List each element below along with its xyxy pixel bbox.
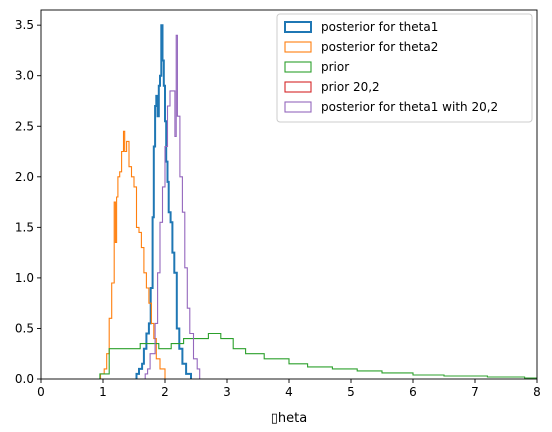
series-line-1: [99, 130, 166, 379]
y-tick-label: 1.0: [15, 271, 34, 285]
y-tick-label: 2.5: [15, 119, 34, 133]
legend-label-1: posterior for theta2: [321, 40, 438, 54]
legend-swatch-4: [284, 101, 312, 113]
x-tick-label: 3: [223, 385, 231, 399]
y-tick-label: 1.5: [15, 220, 34, 234]
series-line-0: [135, 24, 192, 379]
y-tick-label: 2.0: [15, 170, 34, 184]
y-tick-label: 0.5: [15, 321, 34, 335]
axes: 0 1 2 3 4 5 6 7 8 0.0 0.5 1.0 1.5 2.0 2.5 3.0 3.5: [15, 9, 541, 399]
legend-label-4: posterior for theta1 with 20,2: [321, 100, 498, 114]
series-line-4: [144, 34, 201, 379]
x-tick-label: 7: [471, 385, 479, 399]
x-tick-label: 5: [347, 385, 355, 399]
y-tick-label: 3.0: [15, 69, 34, 83]
legend-swatch-2: [284, 61, 312, 73]
x-tick-label: 2: [161, 385, 169, 399]
legend: posterior for theta1 posterior for theta2…: [276, 13, 533, 123]
x-tick-label: 6: [409, 385, 417, 399]
legend-swatch-1: [284, 41, 312, 53]
x-tick-label: 0: [37, 385, 45, 399]
x-tick-label: 8: [533, 385, 541, 399]
plot-area: [99, 24, 537, 379]
legend-swatch-0: [284, 21, 312, 33]
x-tick-label: 1: [99, 385, 107, 399]
series-line-2: [99, 332, 537, 379]
legend-label-2: prior: [321, 60, 349, 74]
legend-swatch-3: [284, 81, 312, 93]
y-tick-label: 0.0: [15, 372, 34, 386]
x-tick-label: 4: [285, 385, 293, 399]
legend-label-0: posterior for theta1: [321, 20, 438, 34]
legend-label-3: prior 20,2: [321, 80, 380, 94]
y-tick-label: 3.5: [15, 18, 34, 32]
x-axis-label: ▯heta: [271, 411, 307, 426]
legend-box: [276, 13, 533, 123]
